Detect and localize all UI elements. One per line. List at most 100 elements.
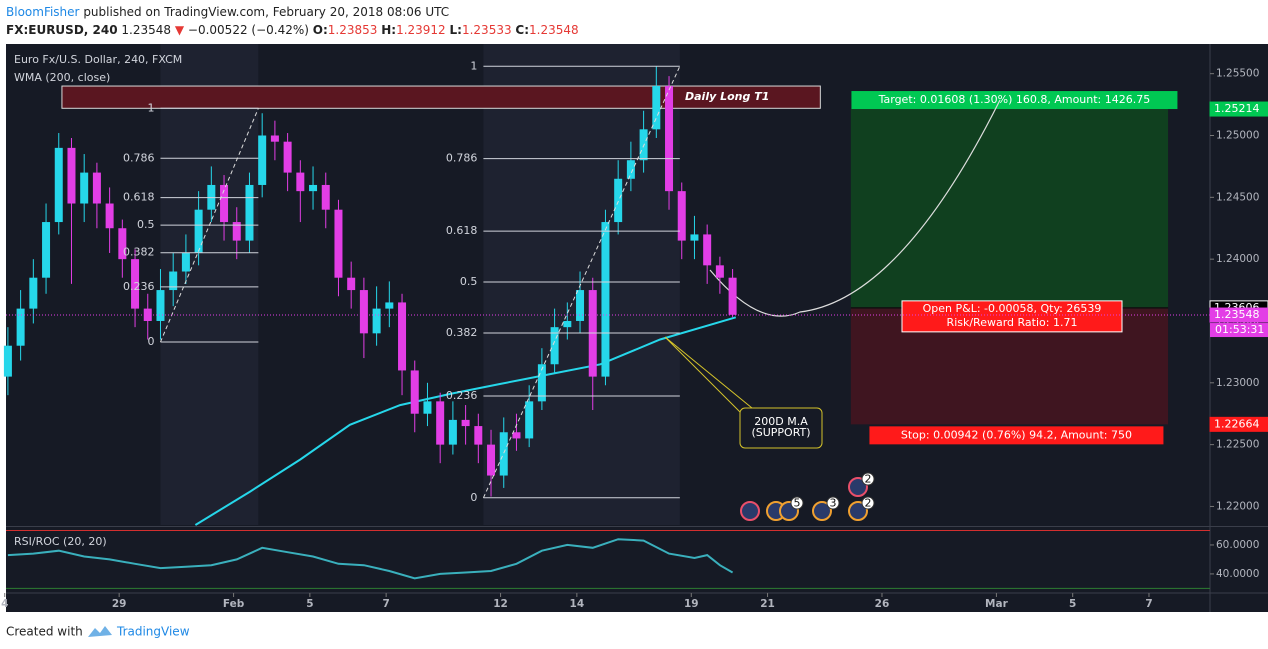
candle-body bbox=[576, 290, 585, 321]
candle-body bbox=[347, 277, 356, 291]
candle-body bbox=[245, 184, 254, 241]
candle-body bbox=[156, 290, 165, 321]
price-tag-label: 1.23548 bbox=[1214, 308, 1260, 321]
c: 1.23548 bbox=[529, 23, 579, 37]
candle-body bbox=[372, 308, 381, 334]
candle-body bbox=[270, 135, 279, 142]
fib-level-label: 0.382 bbox=[123, 246, 155, 259]
fib-level-label: 0.5 bbox=[137, 218, 155, 231]
x-tick-label: 5 bbox=[1069, 598, 1076, 610]
long-box-label: Daily Long T1 bbox=[685, 90, 769, 103]
event-icon[interactable] bbox=[848, 501, 868, 521]
event-badge bbox=[790, 496, 804, 510]
y-tick-label: 1.22000 bbox=[1216, 500, 1259, 512]
pnl-bg bbox=[901, 300, 1123, 333]
candle-body bbox=[220, 184, 229, 223]
candle-body bbox=[410, 370, 419, 414]
candle-body bbox=[169, 271, 178, 291]
event-icon[interactable] bbox=[812, 501, 832, 521]
event-icon[interactable] bbox=[848, 477, 868, 497]
candle-body bbox=[512, 432, 521, 439]
y-tick-label: 1.25500 bbox=[1216, 68, 1259, 80]
l: 1.23533 bbox=[462, 23, 512, 37]
header-line: BloomFisher published on TradingView.com… bbox=[6, 5, 449, 19]
fib-level-label: 0 bbox=[470, 491, 477, 504]
candle-body bbox=[385, 302, 394, 309]
candle-body bbox=[601, 222, 610, 377]
candle-body bbox=[258, 135, 267, 185]
x-tick-label: 7 bbox=[1145, 598, 1152, 610]
event-badge bbox=[861, 496, 875, 510]
fib-level-label: 0.5 bbox=[460, 275, 478, 288]
target-label-bg bbox=[851, 91, 1178, 110]
candle-body bbox=[16, 308, 25, 346]
candle-body bbox=[690, 234, 699, 241]
y-tick-label: 1.24000 bbox=[1216, 253, 1259, 265]
series-name: WMA (200, close) bbox=[14, 71, 110, 84]
target-zone bbox=[850, 109, 1169, 308]
long-box bbox=[61, 85, 821, 109]
fib-level-label: 0.618 bbox=[446, 224, 478, 237]
price-tag bbox=[1209, 416, 1268, 432]
author[interactable]: BloomFisher bbox=[6, 5, 80, 19]
x-tick-label: 14 bbox=[570, 598, 585, 610]
fib-level-label: 0.236 bbox=[446, 389, 478, 402]
footer-created: Created with bbox=[6, 625, 83, 639]
candle-body bbox=[42, 222, 51, 278]
h: 1.23912 bbox=[396, 23, 446, 37]
callout-pointer bbox=[664, 336, 753, 413]
stop-label: Stop: 0.00942 (0.76%) 94.2, Amount: 750 bbox=[901, 428, 1132, 441]
callout-text: (SUPPORT) bbox=[751, 426, 810, 439]
fib-level-label: 0.786 bbox=[123, 151, 155, 164]
fib-level-label: 0.618 bbox=[123, 191, 155, 204]
pnl-label: Open P&L: -0.00058, Qty: 26539 bbox=[923, 302, 1102, 315]
candle-body bbox=[194, 209, 203, 253]
candle-body bbox=[436, 401, 445, 445]
fib-trend bbox=[482, 66, 681, 499]
candle-body bbox=[563, 320, 572, 328]
x-tick-label: 12 bbox=[493, 598, 508, 610]
target-label: Target: 0.01608 (1.30%) 160.8, Amount: 1… bbox=[878, 93, 1151, 106]
candle-body bbox=[334, 209, 343, 278]
last: 1.23548 bbox=[121, 23, 171, 37]
candle-body bbox=[67, 147, 76, 204]
o-label: O: bbox=[313, 23, 328, 37]
candle-body bbox=[614, 178, 623, 223]
callout-text: 200D M.A bbox=[754, 415, 808, 428]
fib-level-label: 1 bbox=[147, 101, 154, 114]
candle-body bbox=[296, 172, 305, 192]
y-tick-label: 1.24500 bbox=[1216, 191, 1259, 203]
series-name: RSI/ROC (20, 20) bbox=[14, 535, 107, 548]
candle-body bbox=[537, 364, 546, 402]
y-tick-label: 1.23000 bbox=[1216, 377, 1259, 389]
footer-brand[interactable]: TradingView bbox=[116, 625, 190, 639]
price-tag-label: 1.25214 bbox=[1214, 102, 1260, 115]
x-tick-label: 19 bbox=[684, 598, 699, 610]
event-badge-count: 2 bbox=[865, 497, 872, 510]
candle-body bbox=[652, 86, 661, 130]
x-tick-label: 7 bbox=[382, 598, 389, 610]
candle-body bbox=[461, 419, 470, 427]
price-tag bbox=[1209, 307, 1268, 323]
candle-body bbox=[703, 234, 712, 266]
published: published on TradingView.com, February 2… bbox=[83, 5, 449, 19]
event-badge bbox=[826, 496, 840, 510]
price-tag-label: 1.22664 bbox=[1214, 417, 1260, 430]
event-icon[interactable] bbox=[740, 501, 760, 521]
candle-body bbox=[665, 86, 674, 192]
fib-region bbox=[483, 44, 680, 525]
x-tick-label: 4 bbox=[1, 598, 8, 610]
fib-level-label: 0.786 bbox=[446, 152, 478, 165]
fib-level-label: 1 bbox=[470, 59, 477, 72]
stop-label-bg bbox=[869, 426, 1164, 445]
fib-level-label: 0.382 bbox=[446, 326, 478, 339]
symbol: FX:EURUSD, 240 bbox=[6, 23, 118, 37]
candle-body bbox=[728, 277, 737, 315]
candle-body bbox=[359, 290, 368, 334]
candle-body bbox=[474, 426, 483, 445]
pane-title: Euro Fx/U.S. Dollar, 240, FXCM bbox=[14, 53, 182, 66]
y-tick-label: 60.0000 bbox=[1216, 539, 1259, 551]
logo bbox=[88, 626, 112, 637]
candle-body bbox=[487, 444, 496, 476]
